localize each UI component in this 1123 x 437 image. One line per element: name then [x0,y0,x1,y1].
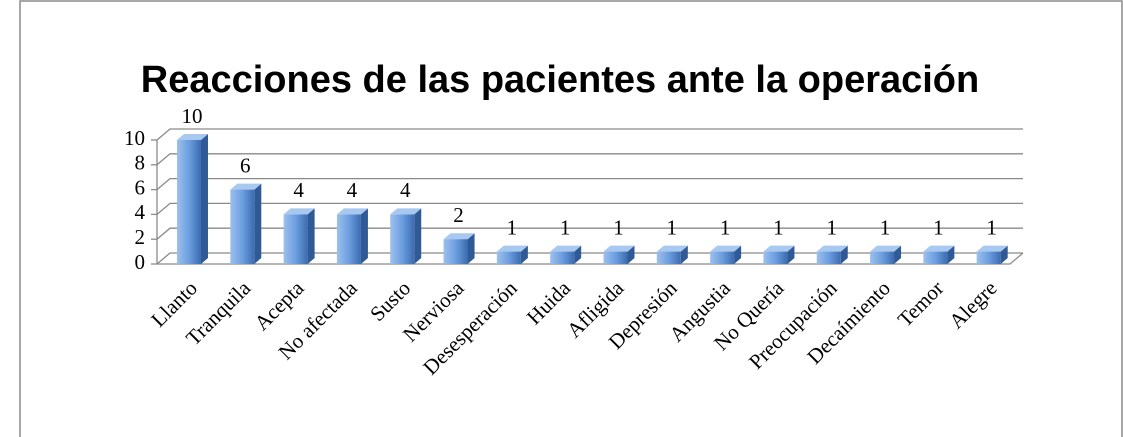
bar-top [763,245,795,252]
bar [176,140,201,264]
x-tick-label: Temor [893,276,949,332]
y-tick-label: 2 [135,225,146,249]
bar-top [603,245,635,252]
bar-top [870,245,902,252]
bar [336,214,361,264]
bar-top [390,208,422,215]
bar-side [680,245,688,264]
bar-side [467,233,475,264]
bar-side [1000,245,1008,264]
bar [550,251,575,264]
bar [976,251,1001,264]
bar [443,239,468,264]
bar [763,251,788,264]
value-label: 4 [400,178,411,202]
bar-top [336,208,368,215]
floor [157,252,1024,265]
value-label: 1 [933,215,944,239]
bar-side [787,245,795,264]
chart-frame [19,0,1123,437]
y-tick-label: 8 [135,151,146,175]
grid-line [156,128,1023,141]
bar [230,189,255,264]
y-tick-label: 4 [135,200,146,224]
value-label: 4 [347,178,358,202]
y-tick-label: 0 [135,250,146,274]
bar-top [443,233,475,240]
grid-line [156,153,1023,166]
y-tick-label: 10 [124,126,145,150]
bar [283,214,308,264]
value-label: 1 [880,215,891,239]
bar-top [976,245,1008,252]
bar [496,251,521,264]
bar-side [894,245,902,264]
bar-side [307,208,315,264]
x-tick-label: Alegre [944,276,1001,333]
value-label: 1 [773,215,784,239]
value-label: 10 [181,104,202,128]
bar-top [550,245,582,252]
bar-side [414,208,422,264]
bar-side [360,208,368,264]
bar-side [840,245,848,264]
bar [603,251,628,264]
value-label: 1 [507,215,518,239]
value-label: 1 [560,215,571,239]
value-label: 2 [453,203,464,227]
bar [710,251,735,264]
value-label: 1 [720,215,731,239]
value-label: 1 [667,215,678,239]
value-label: 4 [293,178,304,202]
chart-title: Reacciones de las pacientes ante la oper… [141,59,979,101]
bar [923,251,948,264]
bar-side [627,245,635,264]
bar [816,251,841,264]
bar-top [283,208,315,215]
bar-top [710,245,742,252]
bar-side [734,245,742,264]
bar-top [816,245,848,252]
value-label: 6 [240,153,251,177]
grid-line [156,227,1023,240]
bar [656,251,681,264]
value-label: 1 [613,215,624,239]
bar-top [230,183,262,190]
value-label: 1 [826,215,837,239]
bar [870,251,895,264]
bar-side [574,245,582,264]
y-tick-label: 6 [135,175,146,199]
bar-top [923,245,955,252]
bar-side [520,245,528,264]
bar-side [200,134,208,264]
value-label: 1 [986,215,997,239]
bar-top [176,134,208,140]
bar-top [656,245,688,252]
bar-side [254,183,262,264]
bar-side [947,245,955,264]
bar [390,214,415,264]
bar-top [496,245,528,252]
grid-line [156,202,1023,215]
grid-line [156,177,1023,191]
